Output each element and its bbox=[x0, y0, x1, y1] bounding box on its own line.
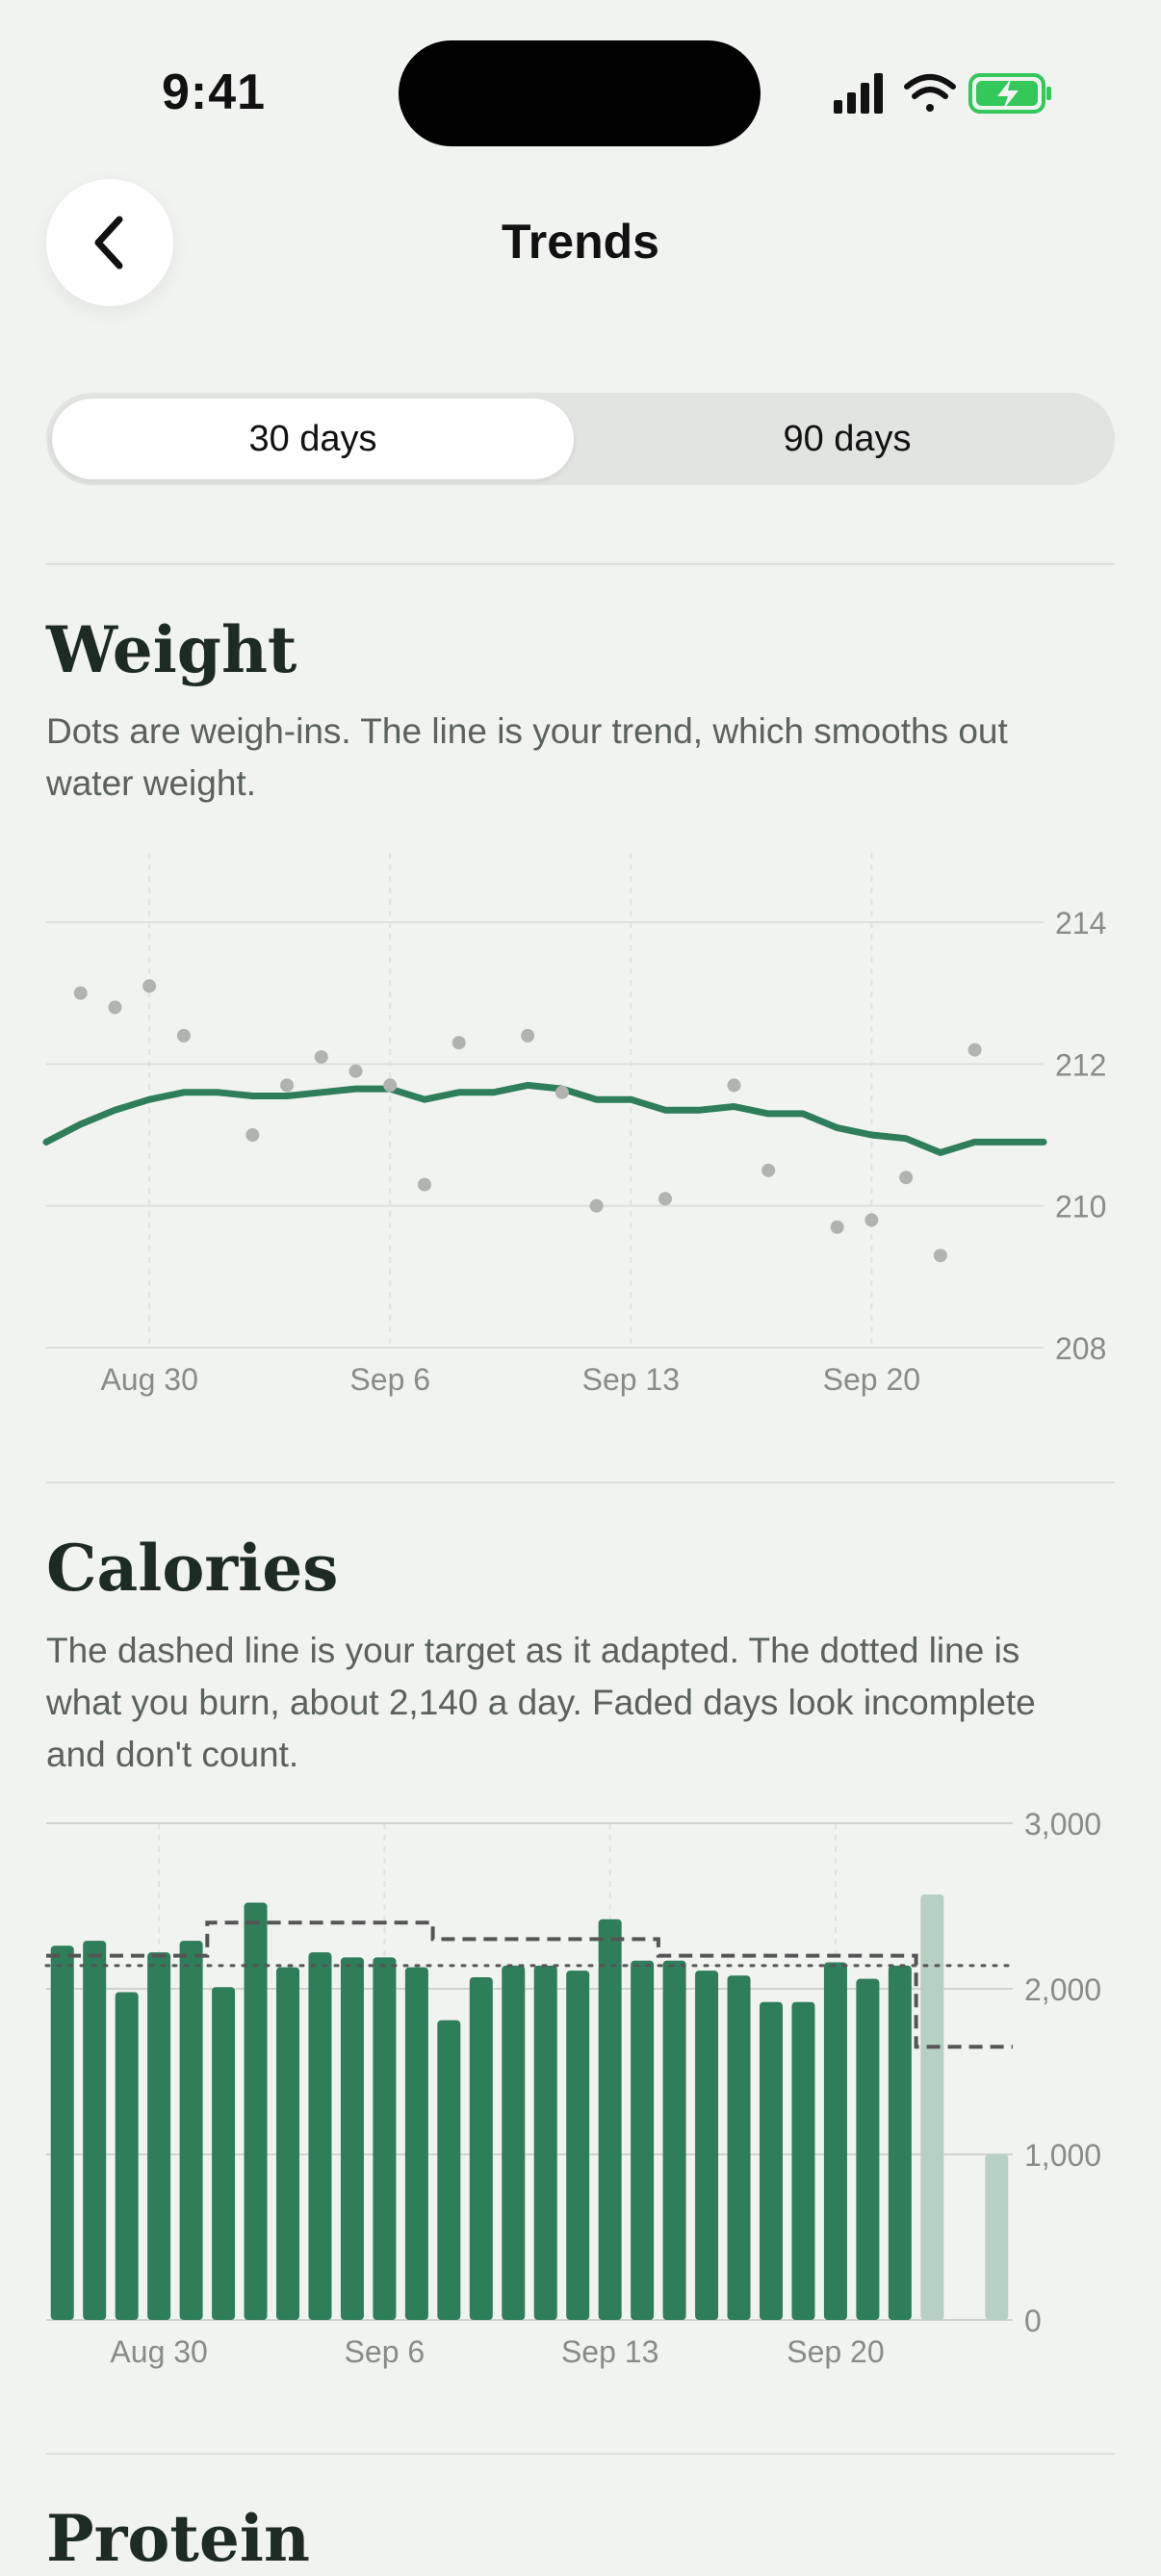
range-option-90-days[interactable]: 90 days bbox=[783, 418, 912, 459]
weight-y-tick-label: 210 bbox=[1055, 1190, 1106, 1224]
status-icons bbox=[834, 69, 1065, 117]
calorie-bar bbox=[823, 1962, 847, 2320]
weigh-in-dot bbox=[280, 1078, 295, 1093]
page-title: Trends bbox=[502, 215, 659, 269]
calorie-bar bbox=[83, 1941, 107, 2320]
cellular-signal-icon bbox=[834, 73, 883, 114]
calorie-bar bbox=[179, 1941, 203, 2320]
calorie-bar bbox=[791, 2001, 815, 2320]
calorie-bar bbox=[244, 1902, 268, 2320]
range-selector: 30 days 90 days bbox=[46, 393, 1115, 485]
calories-title: Calories bbox=[46, 1531, 339, 1606]
calorie-bar bbox=[115, 1992, 139, 2320]
weigh-in-dot bbox=[417, 1177, 431, 1192]
calorie-bar bbox=[340, 1957, 364, 2320]
weigh-in-dot bbox=[73, 986, 88, 1000]
weight-description: Dots are weigh-ins. The line is your tre… bbox=[46, 711, 1008, 803]
calorie-bar bbox=[856, 1978, 880, 2320]
calories-x-tick-label: Aug 30 bbox=[110, 2334, 207, 2369]
weigh-in-dot bbox=[761, 1163, 776, 1177]
section-divider bbox=[46, 1481, 1115, 1483]
protein-title: Protein bbox=[46, 2501, 310, 2576]
calorie-bar bbox=[888, 1965, 912, 2320]
range-option-30-days[interactable]: 30 days bbox=[52, 399, 574, 479]
weigh-in-dot bbox=[555, 1085, 569, 1099]
calories-y-tick-label: 3,000 bbox=[1024, 1807, 1101, 1842]
calorie-bar bbox=[437, 2020, 461, 2320]
calorie-bar bbox=[598, 1919, 622, 2320]
calorie-bar bbox=[50, 1945, 74, 2320]
weigh-in-dot bbox=[348, 1064, 363, 1078]
weight-chart: 214 212 210 208 Aug 30 Sep 6 Sep 13 Sep 20 bbox=[42, 853, 1106, 1397]
battery-charging-icon bbox=[968, 73, 1051, 114]
calorie-bar bbox=[695, 1971, 719, 2320]
calorie-bar bbox=[662, 1960, 686, 2320]
calories-description: The dashed line is your target as it ada… bbox=[46, 1631, 1036, 1774]
calories-y-tick-label: 0 bbox=[1024, 2304, 1042, 2338]
weigh-in-dot bbox=[589, 1198, 604, 1213]
weight-title: Weight bbox=[46, 612, 297, 687]
status-time: 9:41 bbox=[162, 64, 267, 120]
weight-x-tick-label: Aug 30 bbox=[100, 1362, 197, 1397]
weight-x-tick-label: Sep 20 bbox=[823, 1362, 920, 1397]
weigh-in-dot bbox=[245, 1128, 260, 1142]
section-divider bbox=[46, 2453, 1115, 2455]
weigh-in-dot bbox=[658, 1192, 673, 1206]
wifi-icon bbox=[904, 74, 956, 112]
calories-y-tick-label: 1,000 bbox=[1024, 2138, 1101, 2173]
calorie-bar bbox=[469, 1976, 493, 2320]
calorie-bar bbox=[147, 1952, 171, 2320]
calorie-bar bbox=[533, 1965, 557, 2320]
weight-y-tick-label: 214 bbox=[1055, 906, 1106, 940]
weigh-in-dot bbox=[176, 1028, 191, 1043]
calories-y-tick-label: 2,000 bbox=[1024, 1972, 1101, 2007]
weigh-in-dot bbox=[521, 1028, 535, 1043]
calorie-bar bbox=[631, 1960, 655, 2320]
calorie-bar-incomplete bbox=[985, 2154, 1009, 2320]
calorie-bar bbox=[404, 1967, 428, 2320]
weigh-in-dot bbox=[142, 979, 157, 993]
calorie-bar bbox=[502, 1965, 526, 2320]
weight-y-tick-label: 208 bbox=[1055, 1331, 1106, 1366]
weigh-in-dot bbox=[864, 1213, 879, 1227]
calorie-bar bbox=[566, 1971, 590, 2320]
weight-x-tick-label: Sep 6 bbox=[349, 1362, 430, 1397]
weigh-in-dot bbox=[899, 1171, 914, 1185]
dynamic-island bbox=[399, 40, 761, 146]
weight-x-tick-label: Sep 13 bbox=[582, 1362, 680, 1397]
weigh-in-dot bbox=[830, 1220, 844, 1234]
weigh-in-dot bbox=[108, 1000, 122, 1015]
weigh-in-dot bbox=[727, 1078, 741, 1093]
calories-chart: 3,000 2,000 1,000 0 Aug 30 Sep 6 Sep 13 Sep 20 bbox=[44, 1807, 1101, 2369]
weigh-in-dot bbox=[314, 1049, 328, 1064]
calorie-bar bbox=[276, 1967, 299, 2320]
weigh-in-dot bbox=[452, 1036, 466, 1050]
calories-x-tick-label: Sep 6 bbox=[345, 2334, 426, 2369]
calorie-bar bbox=[308, 1952, 332, 2320]
calorie-bar bbox=[727, 1975, 751, 2320]
calorie-target-line bbox=[46, 1920, 1013, 2049]
weight-trend-line bbox=[42, 1081, 1047, 1156]
calorie-bar bbox=[760, 2001, 783, 2320]
calorie-bar-incomplete bbox=[920, 1893, 944, 2320]
calories-x-tick-label: Sep 20 bbox=[787, 2334, 884, 2369]
calories-x-tick-label: Sep 13 bbox=[561, 2334, 658, 2369]
weight-y-tick-label: 212 bbox=[1055, 1047, 1106, 1082]
section-divider bbox=[46, 563, 1115, 565]
calorie-bar bbox=[373, 1957, 397, 2320]
weigh-in-dot bbox=[933, 1249, 947, 1263]
weigh-in-dot bbox=[968, 1043, 982, 1057]
chevron-left-icon bbox=[94, 216, 123, 270]
calorie-bar bbox=[212, 1987, 236, 2320]
back-button[interactable] bbox=[46, 179, 173, 306]
weigh-in-dot bbox=[383, 1078, 398, 1093]
